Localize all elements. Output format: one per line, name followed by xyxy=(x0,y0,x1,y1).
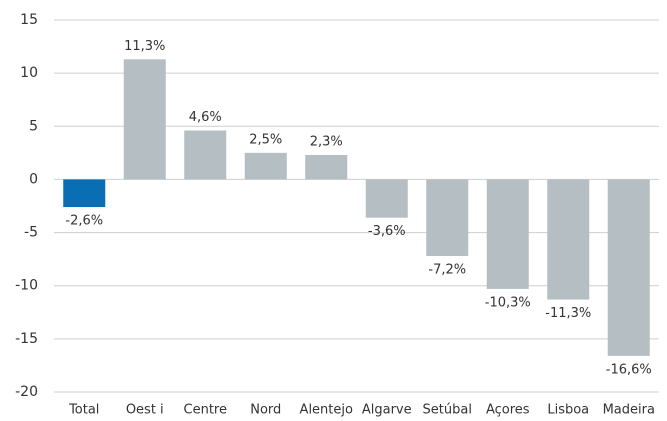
y-tick-label: -20 xyxy=(15,384,38,400)
y-tick-label: 10 xyxy=(20,65,38,81)
value-label: 2,3% xyxy=(310,134,343,149)
x-tick-label: Total xyxy=(68,403,99,418)
x-tick-label: Alentejo xyxy=(300,403,353,418)
x-tick-label: Centre xyxy=(184,403,227,418)
y-tick-label: 15 xyxy=(20,12,38,28)
x-tick-label: Nord xyxy=(250,403,281,418)
bar xyxy=(547,179,590,300)
bar xyxy=(244,152,287,180)
x-tick-label: Madeira xyxy=(603,403,655,418)
y-tick-label: 5 xyxy=(29,118,38,134)
y-tick-label: -10 xyxy=(15,278,38,294)
value-label: -2,6% xyxy=(65,214,103,229)
x-tick-label: Oest i xyxy=(126,403,164,418)
y-tick-label: 0 xyxy=(29,171,38,187)
x-tick-label: Setúbal xyxy=(423,403,472,418)
bar xyxy=(426,179,469,256)
x-tick-label: Lisboa xyxy=(547,403,589,418)
value-label: -3,6% xyxy=(368,224,406,239)
bar xyxy=(184,130,227,180)
bar xyxy=(365,179,408,218)
bar xyxy=(486,179,529,289)
y-tick-label: -5 xyxy=(24,225,38,241)
value-label: 11,3% xyxy=(124,39,165,54)
value-label: 2,5% xyxy=(249,132,282,147)
value-label: 4,6% xyxy=(189,110,222,125)
x-tick-label: Algarve xyxy=(362,403,412,418)
bar xyxy=(63,179,106,208)
value-label: -7,2% xyxy=(428,262,466,277)
bar xyxy=(305,154,348,180)
value-label: -10,3% xyxy=(485,295,531,310)
x-tick-label: Açores xyxy=(486,403,530,418)
value-label: -16,6% xyxy=(606,362,652,377)
bar xyxy=(607,179,650,356)
value-label: -11,3% xyxy=(545,306,591,321)
y-tick-label: -15 xyxy=(15,331,38,347)
bar xyxy=(123,59,166,180)
